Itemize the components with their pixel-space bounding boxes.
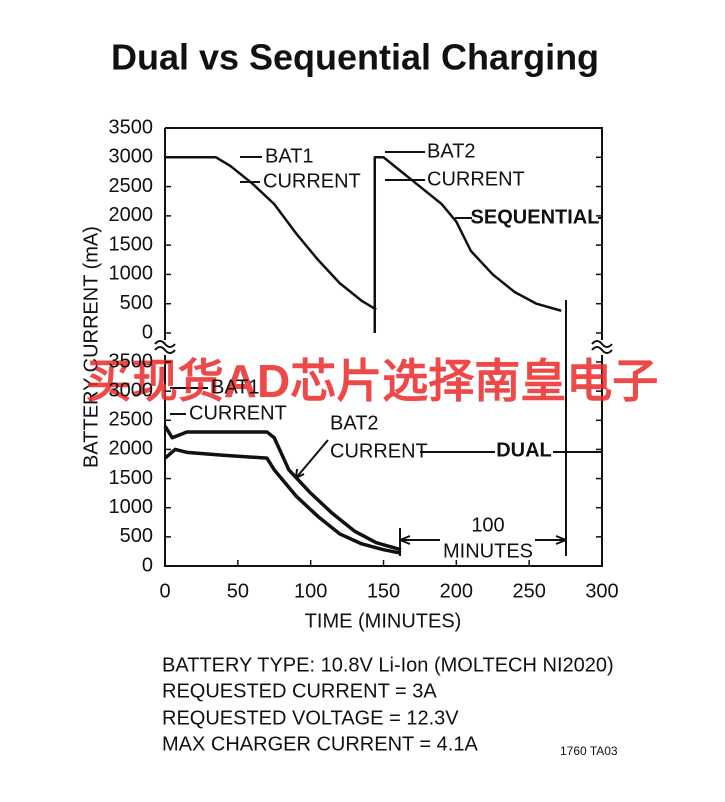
note: MAX CHARGER CURRENT = 4.1A <box>162 733 478 755</box>
y-tick-label: 500 <box>120 292 153 314</box>
note: REQUESTED VOLTAGE = 12.3V <box>162 707 459 729</box>
y-tick-label: 3500 <box>109 350 154 372</box>
y-tick-label: 0 <box>142 554 153 576</box>
frame <box>154 127 613 567</box>
annotation: BAT2 <box>330 412 379 434</box>
x-tick-label: 50 <box>227 580 249 602</box>
note: BATTERY TYPE: 10.8V Li-Ion (MOLTECH NI20… <box>162 654 614 676</box>
annotation: BAT2 <box>427 140 476 162</box>
note: REQUESTED CURRENT = 3A <box>162 680 437 702</box>
y-tick-label: 3000 <box>109 379 154 401</box>
y-tick-label: 1500 <box>109 467 154 489</box>
y-tick-label: 500 <box>120 525 153 547</box>
y-tick-label: 2500 <box>109 409 154 431</box>
y-axis-label: BATTERY CURRENT (mA) <box>80 226 102 468</box>
y-tick-label: 3000 <box>109 146 154 168</box>
annotation: 100 <box>471 514 504 536</box>
y-tick-label: 1000 <box>109 496 154 518</box>
series-line <box>373 156 562 333</box>
x-tick-label: 0 <box>159 580 170 602</box>
annotation: CURRENT <box>330 440 428 462</box>
watermark: 买现货AD芯片选择南皇电子 <box>86 355 658 407</box>
x-axis-label: TIME (MINUTES) <box>305 610 462 632</box>
panel-label: SEQUENTIAL <box>471 206 600 228</box>
x-tick-label: 250 <box>512 580 545 602</box>
panel-label: DUAL <box>496 439 552 461</box>
x-tick-label: 150 <box>367 580 400 602</box>
x-tick-label: 100 <box>294 580 327 602</box>
series-line <box>163 425 402 552</box>
x-tick-label: 200 <box>440 580 473 602</box>
y-tick-label: 3500 <box>109 116 154 138</box>
y-tick-label: 2000 <box>109 438 154 460</box>
y-tick-label: 1500 <box>109 233 154 255</box>
y-tick-label: 2000 <box>109 204 154 226</box>
y-tick-label: 2500 <box>109 175 154 197</box>
y-tick-label: 1000 <box>109 263 154 285</box>
y-tick-label: 0 <box>142 321 153 343</box>
annotation: CURRENT <box>189 402 287 424</box>
annotation: CURRENT <box>263 170 361 192</box>
x-tick-label: 300 <box>585 580 618 602</box>
annotation: BAT1 <box>265 145 314 167</box>
series-line <box>165 156 377 311</box>
annotation: BAT1 <box>211 376 260 398</box>
series-line <box>163 447 402 555</box>
annotation: CURRENT <box>427 168 525 190</box>
annotation: MINUTES <box>443 540 533 562</box>
chart-title: Dual vs Sequential Charging <box>111 37 599 78</box>
figure-code: 1760 TA03 <box>560 744 618 758</box>
